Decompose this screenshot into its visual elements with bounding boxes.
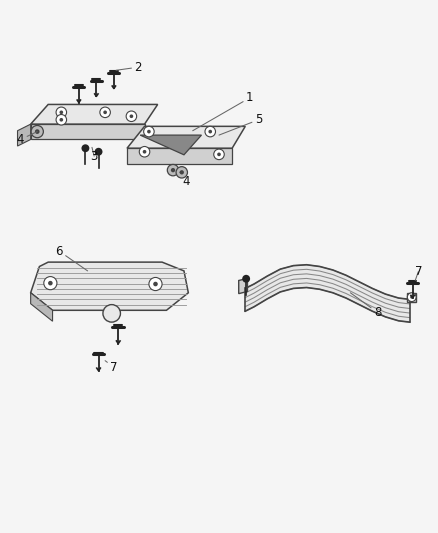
Polygon shape	[31, 262, 188, 310]
Polygon shape	[140, 135, 201, 155]
Circle shape	[147, 130, 151, 133]
Text: 8: 8	[350, 293, 381, 319]
Circle shape	[153, 282, 158, 286]
Polygon shape	[407, 293, 416, 302]
Text: 4: 4	[17, 132, 37, 146]
Text: 7: 7	[105, 361, 118, 374]
Polygon shape	[245, 265, 410, 322]
Circle shape	[139, 147, 150, 157]
Circle shape	[60, 118, 63, 122]
Circle shape	[149, 278, 162, 290]
Circle shape	[126, 111, 137, 122]
Text: 3: 3	[91, 147, 98, 163]
Polygon shape	[239, 278, 247, 294]
Polygon shape	[31, 293, 53, 321]
Circle shape	[176, 167, 187, 178]
Circle shape	[60, 110, 63, 114]
Circle shape	[130, 115, 133, 118]
Circle shape	[143, 150, 146, 154]
Circle shape	[100, 107, 110, 118]
Circle shape	[407, 293, 416, 302]
Circle shape	[205, 126, 215, 137]
Circle shape	[242, 275, 250, 282]
Circle shape	[217, 152, 221, 156]
Circle shape	[144, 126, 154, 137]
Circle shape	[208, 130, 212, 133]
Text: 5: 5	[219, 114, 262, 135]
Circle shape	[81, 144, 89, 152]
Circle shape	[56, 107, 67, 118]
Circle shape	[31, 125, 43, 138]
Circle shape	[56, 115, 67, 125]
Circle shape	[180, 170, 184, 174]
Circle shape	[95, 148, 102, 156]
Circle shape	[103, 304, 120, 322]
Circle shape	[171, 168, 175, 172]
Polygon shape	[18, 124, 31, 146]
Circle shape	[35, 130, 39, 134]
Polygon shape	[31, 124, 145, 140]
Circle shape	[48, 281, 53, 286]
Polygon shape	[31, 104, 158, 124]
Polygon shape	[127, 126, 245, 148]
Circle shape	[167, 165, 179, 176]
Text: 4: 4	[180, 172, 190, 188]
Text: 7: 7	[414, 265, 422, 280]
Text: 6: 6	[55, 245, 88, 271]
Circle shape	[103, 110, 107, 114]
Polygon shape	[127, 148, 232, 164]
Text: 2: 2	[116, 61, 142, 74]
Text: 1: 1	[193, 91, 254, 131]
Circle shape	[410, 296, 413, 298]
Circle shape	[214, 149, 224, 159]
Circle shape	[44, 277, 57, 290]
